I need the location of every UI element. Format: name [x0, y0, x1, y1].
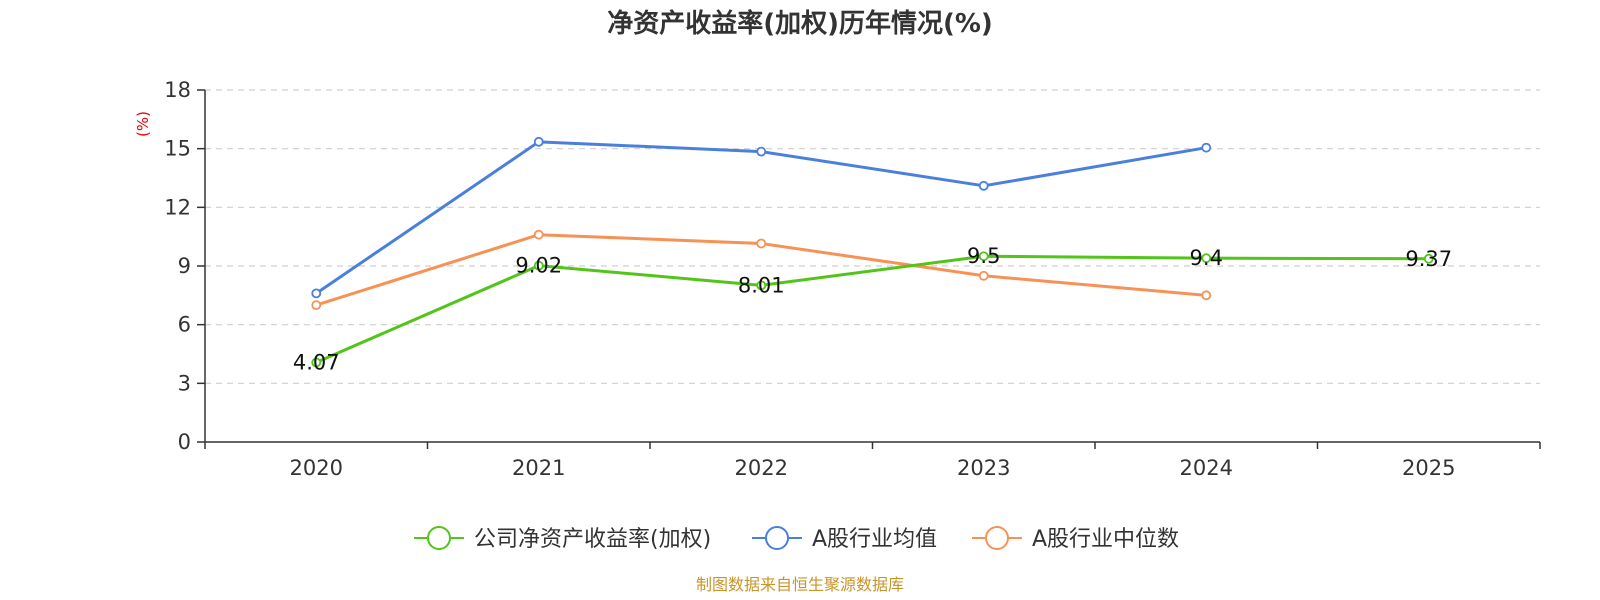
- x-tick-label: 2025: [1402, 456, 1455, 480]
- data-point: [533, 260, 544, 271]
- chart-title: 净资产收益率(加权)历年情况(%): [607, 8, 993, 39]
- legend-marker: [985, 526, 1009, 550]
- x-tick-label: 2023: [957, 456, 1010, 480]
- data-point: [1201, 253, 1212, 264]
- data-point: [1201, 290, 1212, 301]
- data-point: [1201, 142, 1212, 153]
- y-tick-label: 9: [178, 254, 191, 278]
- legend-item-1[interactable]: A股行业均值: [752, 526, 937, 552]
- data-label: 9.37: [1405, 247, 1452, 271]
- y-tick-label: 15: [164, 137, 191, 161]
- y-tick-label: 6: [178, 313, 191, 337]
- x-tick-label: 2020: [290, 456, 343, 480]
- data-point: [978, 270, 989, 281]
- y-tick-label: 3: [178, 371, 191, 395]
- legend-item-0[interactable]: 公司净资产收益率(加权): [414, 526, 711, 552]
- legend-marker: [427, 526, 451, 550]
- grid-lines: [205, 89, 1540, 384]
- data-point: [311, 357, 322, 368]
- data-point: [1423, 253, 1434, 264]
- data-label: 9.5: [967, 244, 1000, 268]
- x-tick-label: 2022: [735, 456, 788, 480]
- data-point: [756, 238, 767, 249]
- data-label: 9.02: [515, 254, 562, 278]
- legend-marker: [765, 526, 789, 550]
- x-tick-label: 2024: [1180, 456, 1233, 480]
- data-label: 9.4: [1190, 246, 1223, 270]
- data-point: [756, 146, 767, 157]
- data-point: [311, 288, 322, 299]
- data-label: 4.07: [293, 350, 340, 374]
- x-tick-label: 2021: [512, 456, 565, 480]
- data-point: [311, 300, 322, 311]
- series-layer: [311, 136, 1434, 368]
- series-0: [311, 251, 1434, 368]
- data-labels: 4.07 9.02 8.01 9.5 9.4 9.37: [293, 244, 1452, 374]
- data-point: [533, 229, 544, 240]
- series-line: [315, 254, 1429, 364]
- data-point: [978, 180, 989, 191]
- series-1: [311, 136, 1212, 299]
- series-line: [315, 140, 1207, 295]
- legend-label: 公司净资产收益率(加权): [474, 527, 711, 552]
- legend-item-2[interactable]: A股行业中位数: [972, 526, 1179, 552]
- data-point: [533, 136, 544, 147]
- source-note: 制图数据来自恒生聚源数据库: [696, 575, 904, 594]
- series-2: [311, 229, 1212, 311]
- legend-label: A股行业中位数: [1032, 527, 1179, 552]
- legend-label: A股行业均值: [812, 527, 937, 552]
- data-point: [978, 251, 989, 262]
- y-tick-label: 12: [164, 195, 191, 219]
- data-point: [756, 280, 767, 291]
- y-axis-unit: (%): [134, 111, 152, 137]
- legend[interactable]: 公司净资产收益率(加权) A股行业均值 A股行业中位数: [414, 526, 1179, 552]
- y-tick-label: 0: [178, 430, 191, 454]
- data-label: 8.01: [738, 273, 785, 297]
- y-tick-label: 18: [164, 78, 191, 102]
- axes: 0 3 6 9 12 15 18 2020 2021 2022 2023 2024 2025: [164, 78, 1541, 480]
